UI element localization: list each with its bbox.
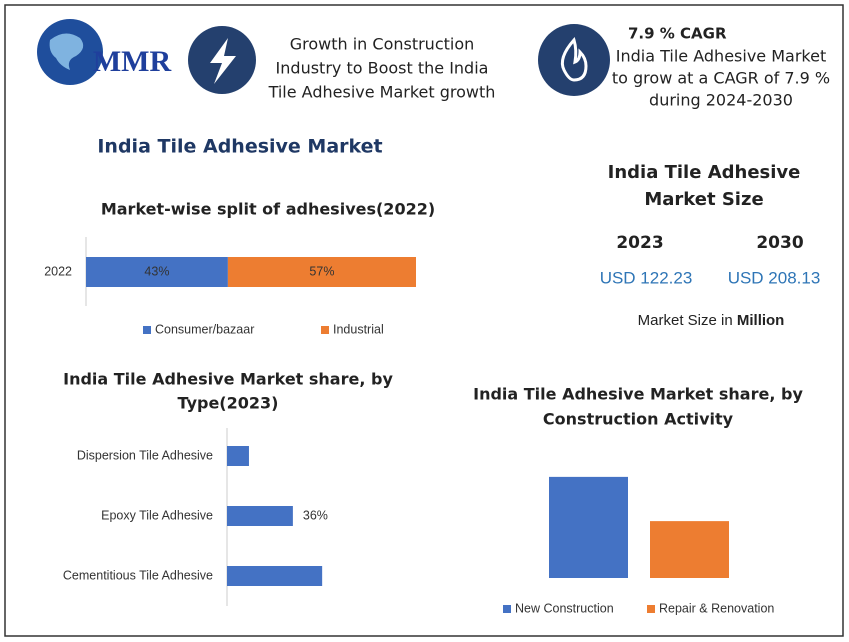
cagr-text: India Tile Adhesive Market [616,47,826,66]
headline: Tile Adhesive Market growth [268,83,496,102]
legend-label: Repair & Renovation [659,601,774,615]
headline: Industry to Boost the India [276,59,489,78]
size-note: Market Size in Million [638,312,785,329]
size-value: USD 122.23 [600,268,693,287]
size-title: Market Size [644,189,763,210]
bar-segment [86,257,228,287]
chart-title: Type(2023) [178,394,279,413]
size-title: India Tile Adhesive [608,162,801,183]
headline: Growth in Construction [290,35,475,54]
chart-title: India Tile Adhesive Market share, by [473,385,803,404]
category-label: Cementitious Tile Adhesive [63,568,213,582]
flame [560,36,588,82]
chart-title: India Tile Adhesive Market share, by [63,370,393,389]
main-title: India Tile Adhesive Market [97,136,382,158]
bar [549,476,628,578]
bar [227,506,293,526]
category-label: Epoxy Tile Adhesive [101,508,213,522]
size-year: 2030 [756,233,803,253]
bar [227,446,249,466]
chart-title: Market-wise split of adhesives(2022) [101,200,435,219]
value-label: 43% [144,264,169,278]
category-label: Dispersion Tile Adhesive [77,448,213,462]
cagr-title: 7.9 % CAGR [628,25,727,43]
legend-swatch [503,605,511,613]
cagr-text: during 2024-2030 [649,91,793,110]
legend-label: New Construction [515,601,614,615]
value-label: 36% [303,508,328,522]
cagr-text: to grow at a CAGR of 7.9 % [612,69,830,88]
legend-swatch [647,605,655,613]
legend-swatch [321,326,329,334]
size-value: USD 208.13 [728,268,821,287]
size-year: 2023 [616,233,663,253]
logo-land [49,33,84,70]
bar [227,566,323,586]
category-label: 2022 [44,264,72,278]
size-note-unit: Million [737,312,785,329]
bar [650,521,729,578]
legend-swatch [143,326,151,334]
legend-label: Industrial [333,322,384,336]
bolt [210,38,236,84]
legend-label: Consumer/bazaar [155,322,254,336]
bar-segment [227,257,416,287]
logo-text: MMR [93,45,172,78]
size-note-text: Market Size in [638,312,733,329]
value-label: 57% [309,264,334,278]
chart-title: Construction Activity [543,410,734,429]
